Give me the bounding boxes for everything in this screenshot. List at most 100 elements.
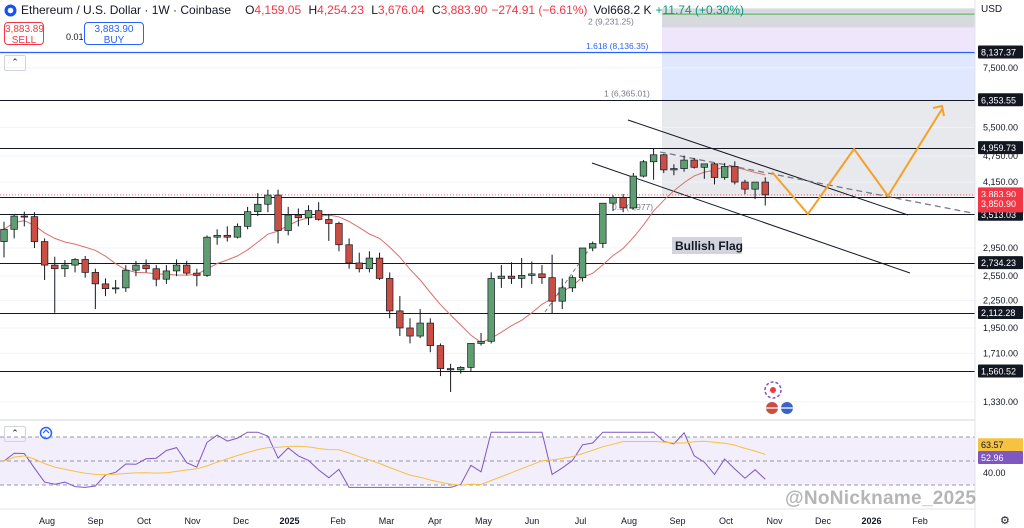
candle [10,213,18,239]
candle-body [101,283,110,290]
candle-body [548,277,556,302]
candle-body [355,262,363,270]
rsi-value-tag-bg [978,450,1023,464]
collapse-pane-button[interactable]: ⌃ [4,426,26,442]
candle-body [720,166,729,178]
time-tick: Feb [912,516,928,526]
candle [589,241,597,252]
candle-body [386,278,394,312]
candle-body [315,210,323,220]
candle [0,221,8,258]
level-price-tag: 8,137.37 [981,48,1016,58]
price-tick: 2,550.00 [983,271,1018,281]
time-tick: Nov [766,516,783,526]
buy-button[interactable]: 3,883.90 BUY [84,22,144,46]
candle [497,265,505,288]
candle [193,268,201,287]
time-tick: 2025 [279,516,299,526]
level-price-tag-bg [978,256,1023,270]
candle-body [517,275,526,279]
currency-label[interactable]: USD [981,4,1003,15]
candle-body [629,175,637,209]
candle-body [761,181,769,196]
fib-label: 2 (9,231.25) [588,17,634,27]
candle-body [122,269,130,289]
time-tick: Nov [184,516,201,526]
candle-body [254,203,262,213]
candle-body [487,278,495,342]
candle [274,189,282,244]
candle [213,229,221,245]
candle [294,208,302,227]
level-price-tag: 2,734.23 [981,258,1016,268]
candle [315,202,323,221]
symbol-title[interactable]: Ethereum / U.S. Dollar · 1W · Coinbase [21,3,232,17]
candle [538,265,546,284]
candle-body [568,277,577,289]
volume-label: Vol [593,3,611,17]
candle-body [578,247,587,279]
buy-price: 3,883.90 [94,24,134,35]
candle-body [619,197,627,209]
candle-body [497,275,505,279]
candle [284,206,292,236]
level-price-tag-bg [978,45,1023,59]
candle-body [406,327,414,337]
ohlc-values: O4,159.05 H4,254.23 L3,676.04 C3,883.90 [245,3,491,17]
candle-body [538,273,546,279]
fib-zero-tag-bg [978,197,1023,211]
collapse-legend-button[interactable]: ⌃ [4,55,26,71]
time-tick: Dec [815,516,832,526]
candle-body [528,273,536,276]
candle-body [660,154,668,171]
candle-body [609,197,617,204]
candle [660,153,668,173]
candle [91,268,100,310]
candle-body [20,215,28,218]
candle-body [111,287,120,290]
chart-legend: Ethereum / U.S. Dollar · 1W · Coinbase O… [4,3,744,17]
candle [467,343,475,372]
time-tick: May [475,516,493,526]
rsi-line [3,431,766,488]
candle-body [589,243,597,249]
time-tick: Feb [330,516,346,526]
candle [446,363,455,392]
candle-body [294,214,302,219]
projection-arrowhead [932,104,945,117]
candle [101,278,110,297]
close-value: 3,883.90 [440,3,488,17]
close-label: C [431,3,441,17]
channel-midline [659,151,973,214]
candle-body [91,272,100,285]
candle [619,194,627,213]
rsi-ma-line [3,440,766,486]
candle [639,160,648,178]
level-price-tag: 2,112.28 [981,308,1015,318]
candle [720,163,729,180]
volume-value: 668.2 K [610,3,652,17]
level-price-tag: 6,353.55 [981,95,1016,105]
rsi-tick: 40.00 [983,468,1006,478]
candle-body [446,368,455,371]
gear-icon[interactable]: ⚙ [1000,515,1010,527]
candle [30,212,39,248]
candle [629,172,637,210]
change-value: −274.91 (−6.61%) [491,3,588,17]
fib-zone-top [662,8,975,28]
sell-button[interactable]: 3,883.89 SELL [4,22,44,46]
candle [457,366,465,374]
candle [609,195,617,212]
rsi-value-tag: 52.96 [981,453,1004,463]
price-tick: 1,950.00 [983,323,1018,333]
rsi-indicator-icon[interactable] [39,426,53,440]
candle [578,247,587,282]
candle [203,235,211,277]
candle-body [751,181,759,190]
flag-icons [766,402,793,414]
candle [223,226,231,242]
candle-body [558,287,566,302]
candle [335,221,343,252]
flag-channel [544,119,973,313]
